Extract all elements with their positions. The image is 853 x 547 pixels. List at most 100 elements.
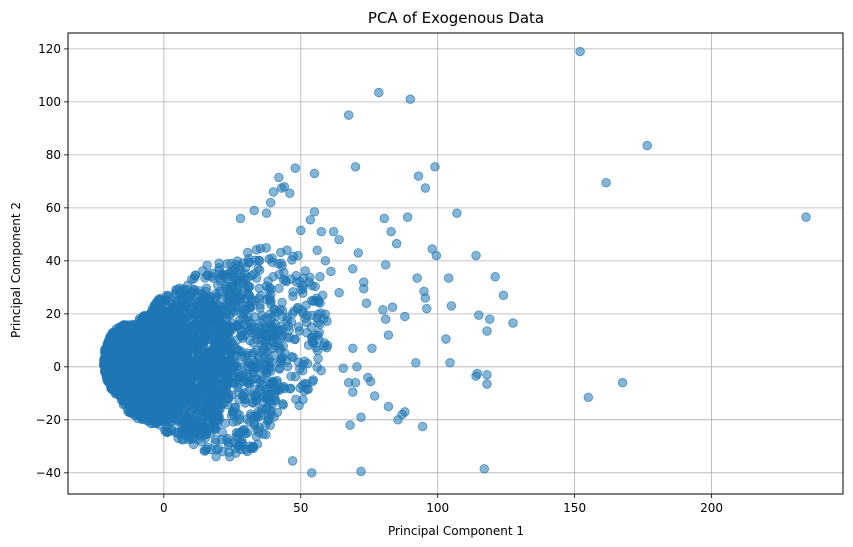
scatter-point (212, 409, 222, 419)
scatter-point (253, 427, 264, 437)
scatter-point (249, 205, 259, 216)
scatter-point (180, 416, 191, 426)
scatter-point (219, 334, 230, 345)
x-tick-label: 150 (563, 501, 586, 515)
scatter-point (229, 438, 239, 448)
scatter-point (236, 436, 247, 446)
scatter-point (149, 397, 159, 407)
scatter-point (236, 351, 247, 362)
scatter-point (161, 290, 172, 301)
scatter-point (233, 320, 244, 331)
y-tick-label: 120 (38, 42, 61, 56)
scatter-point (268, 272, 278, 282)
scatter-point (338, 363, 348, 373)
scatter-point (380, 260, 391, 270)
scatter-point (139, 341, 150, 351)
scatter-point (154, 404, 164, 414)
scatter-point (220, 418, 230, 428)
scatter-point (441, 334, 451, 344)
y-tick-label: −20 (36, 413, 61, 427)
scatter-point (508, 318, 518, 328)
scatter-point (267, 253, 277, 263)
scatter-point (380, 314, 391, 324)
y-tick-label: −40 (36, 466, 61, 480)
scatter-point (367, 343, 377, 353)
scatter-point (234, 379, 244, 389)
y-tick-label: 100 (38, 95, 61, 109)
scatter-point (257, 372, 268, 382)
scatter-point (334, 287, 344, 298)
scatter-point (422, 303, 432, 314)
scatter-point (302, 359, 313, 369)
scatter-point (171, 364, 181, 374)
scatter-point (282, 361, 293, 372)
scatter-point (218, 326, 228, 336)
scatter-point (320, 256, 331, 266)
scatter-point (211, 288, 221, 299)
scatter-point (617, 378, 628, 388)
x-tick-label: 200 (700, 501, 723, 515)
scatter-point (228, 281, 238, 291)
scatter-point (255, 291, 266, 301)
scatter-point (194, 286, 205, 296)
scatter-point (343, 378, 354, 388)
scatter-point (211, 445, 222, 455)
scatter-point (348, 387, 358, 397)
scatter-point (239, 394, 250, 404)
scatter-point (320, 309, 330, 319)
scatter-point (233, 428, 243, 438)
scatter-point (286, 274, 296, 284)
y-axis-label: Principal Component 2 (9, 202, 23, 338)
scatter-point (269, 305, 280, 315)
scatter-point (642, 140, 652, 151)
scatter-point (248, 398, 258, 408)
scatter-point (288, 352, 298, 362)
scatter-point (195, 296, 205, 307)
scatter-point (223, 350, 234, 360)
scatter-point (393, 415, 403, 425)
x-tick-label: 0 (160, 501, 168, 515)
scatter-point (420, 293, 431, 303)
scatter-point (402, 212, 413, 222)
scatter-point (244, 378, 255, 389)
scatter-point (479, 464, 489, 474)
scatter-point (296, 285, 306, 295)
scatter-point (261, 313, 272, 323)
scatter-point (279, 181, 290, 192)
scatter-point (352, 362, 362, 372)
scatter-point (299, 386, 310, 396)
scatter-point (227, 305, 237, 315)
scatter-point (219, 377, 229, 388)
scatter-point (239, 330, 250, 341)
scatter-point (184, 375, 194, 386)
scatter-point (141, 383, 152, 393)
y-axis-ticks: −40 −20 0 20 40 60 80 100 120 (36, 42, 68, 480)
scatter-point (185, 329, 195, 339)
scatter-point (430, 162, 440, 172)
scatter-point (185, 308, 195, 319)
scatter-point (173, 312, 183, 322)
scatter-point (300, 266, 310, 276)
scatter-point (386, 227, 396, 237)
scatter-point (172, 296, 182, 307)
scatter-point (211, 378, 221, 388)
scatter-point (305, 215, 316, 225)
scatter-point (268, 187, 279, 197)
scatter-point (112, 348, 122, 358)
scatter-point (221, 435, 232, 445)
scatter-point (266, 366, 276, 376)
scatter-point (291, 394, 301, 404)
scatter-point (317, 290, 328, 300)
scatter-point (378, 305, 388, 315)
scatter-point (153, 369, 164, 380)
scatter-point (287, 456, 298, 466)
scatter-point (234, 292, 245, 302)
scatter-point (276, 258, 286, 268)
scatter-point (261, 243, 271, 253)
scatter-point (235, 213, 246, 224)
scatter-point (172, 407, 182, 418)
scatter-point (214, 262, 224, 273)
scatter-point (228, 367, 238, 378)
